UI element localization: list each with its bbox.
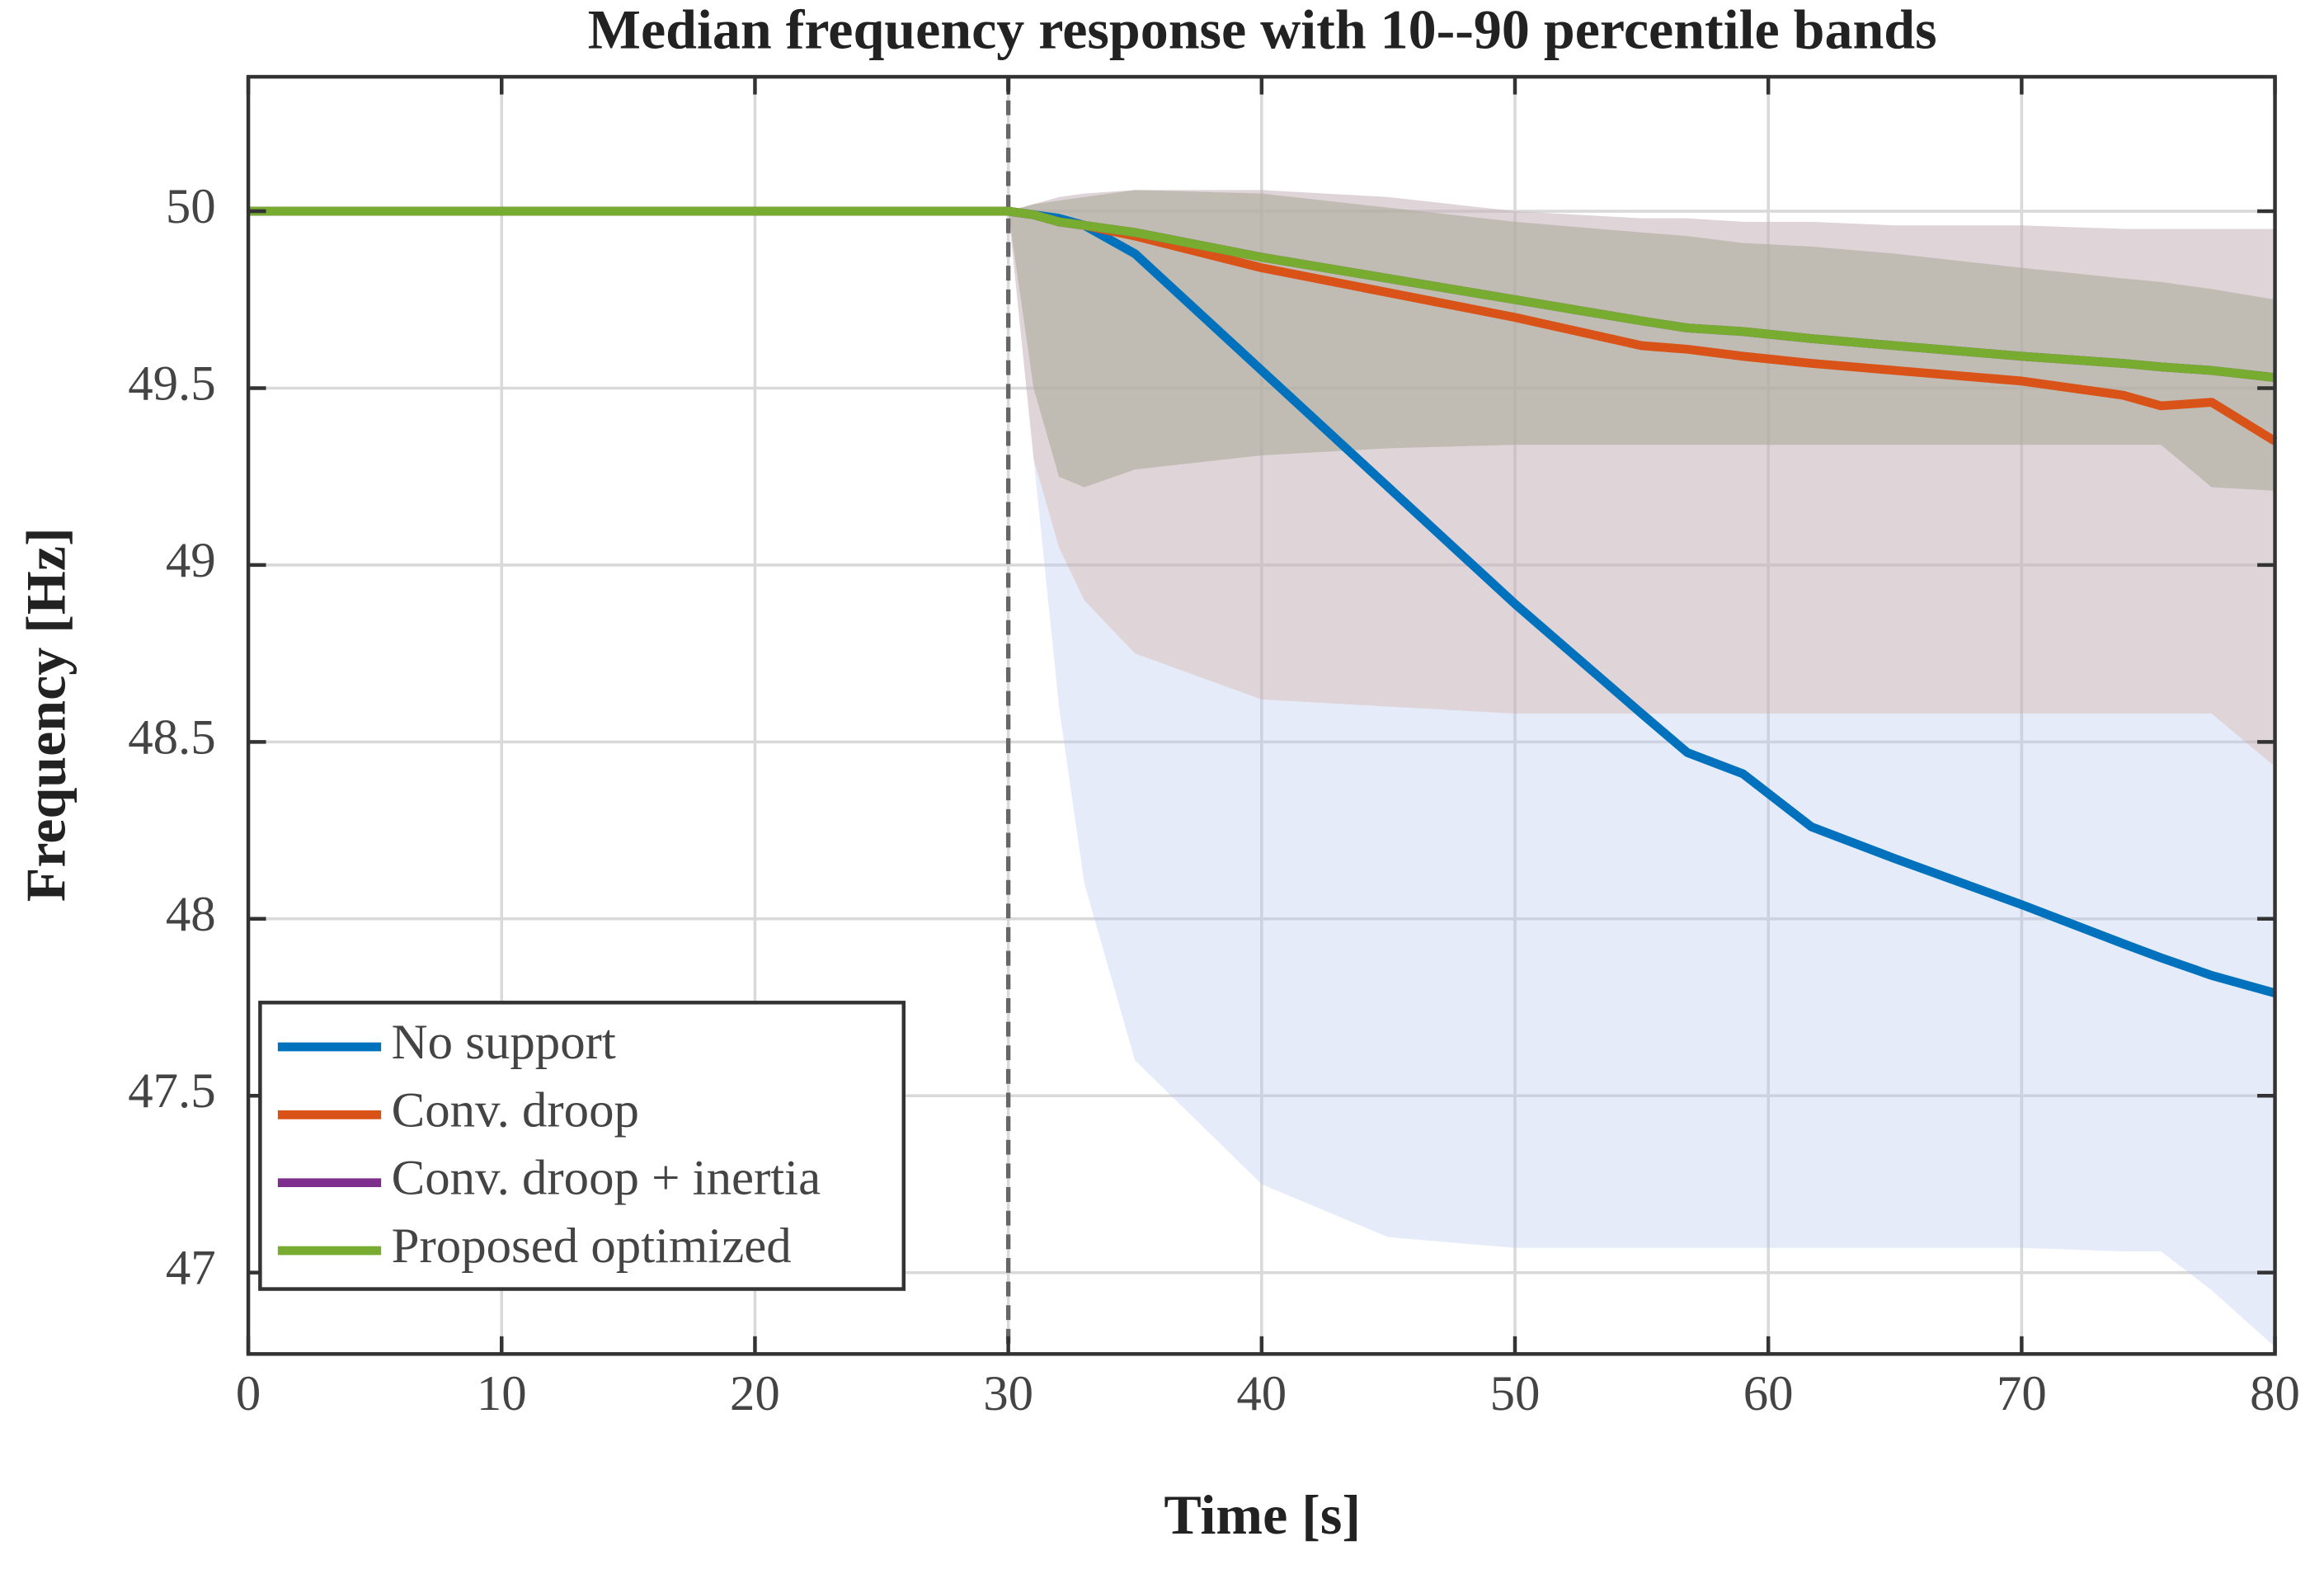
legend-label: Conv. droop [392, 1082, 639, 1138]
x-tick-label: 0 [236, 1366, 261, 1421]
x-tick-label: 40 [1236, 1366, 1287, 1421]
x-tick-label: 70 [1997, 1366, 2047, 1421]
y-tick-label: 47.5 [128, 1063, 215, 1119]
percentile-band [248, 190, 2275, 491]
legend: No support Conv. droop Conv. droop + inert… [258, 1001, 906, 1291]
legend-label: Proposed optimized [392, 1218, 792, 1274]
x-axis-label: Time [s] [1164, 1483, 1361, 1546]
y-tick-label: 50 [166, 179, 216, 234]
percentile-band [248, 190, 2275, 491]
series-line [248, 206, 2276, 382]
background [4, 0, 2320, 1574]
x-tick-label: 20 [730, 1366, 780, 1421]
legend-label: Conv. droop + inertia [392, 1151, 821, 1206]
y-axis-label: Frequency [Hz] [15, 527, 78, 902]
y-tick-label: 49 [166, 533, 216, 588]
legend-label: No support [392, 1015, 616, 1070]
y-tick-label: 48 [166, 887, 216, 942]
x-tick-label: 60 [1743, 1366, 1794, 1421]
y-tick-label: 49.5 [128, 356, 215, 411]
x-tick-label: 80 [2250, 1366, 2300, 1421]
x-tick-label: 10 [477, 1366, 527, 1421]
chart-title: Median frequency response with 10--90 pe… [588, 0, 1937, 61]
y-tick-label: 48.5 [128, 709, 215, 765]
y-tick-label: 47 [166, 1241, 216, 1296]
x-tick-label: 50 [1490, 1366, 1541, 1421]
x-tick-label: 30 [983, 1366, 1033, 1421]
percentile-band [248, 190, 2275, 1347]
